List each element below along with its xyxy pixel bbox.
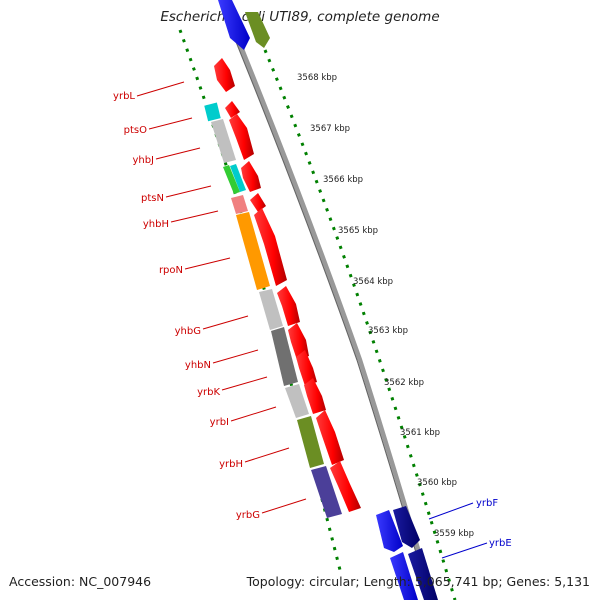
kbp-label: 3562 kbp: [384, 378, 424, 388]
gene-forward-8: [288, 323, 309, 360]
gene-reverse-top-blue: [218, 0, 250, 50]
gene-label: yrbF: [476, 498, 498, 509]
gene-labels-right: yrbF yrbE: [476, 498, 512, 549]
accession-text: Accession: NC_007946: [9, 574, 152, 589]
gene-label: rpoN: [159, 265, 183, 276]
kbp-label: 3560 kbp: [417, 478, 457, 488]
gene-label: ptsN: [141, 193, 164, 204]
gene-reverse-yrbF-blue: [376, 510, 403, 552]
leader-lines-left: [136, 81, 307, 514]
kbp-label: 3561 kbp: [400, 428, 440, 438]
gene-forward-3: [229, 114, 254, 160]
gene-forward-9: [296, 350, 317, 386]
gene-forward-6: [254, 208, 287, 286]
tick-track-left: [178, 29, 342, 571]
gene-reverse-yrbI: [285, 384, 309, 418]
tick-track-right: [263, 49, 457, 600]
gene-forward-10: [304, 378, 326, 414]
kbp-labels: 3568 kbp 3567 kbp 3566 kbp 3565 kbp 3564…: [297, 73, 474, 539]
gene-reverse-yrbF-navy: [393, 506, 420, 548]
gene-reverse-ptsN-green: [223, 165, 240, 194]
genome-summary-text: Topology: circular; Length: 5,065,741 bp…: [246, 574, 590, 589]
gene-reverse-yrbE-blue: [390, 552, 418, 600]
kbp-label: 3559 kbp: [434, 529, 474, 539]
kbp-label: 3564 kbp: [353, 277, 393, 287]
gene-reverse-yrbE-navy: [408, 548, 438, 600]
gene-reverse-yrbG: [311, 466, 342, 518]
gene-reverse-rpoN: [236, 212, 270, 290]
gene-label: yhbH: [143, 219, 169, 230]
gene-label: yrbG: [236, 510, 260, 521]
kbp-label: 3567 kbp: [310, 124, 350, 134]
kbp-label: 3565 kbp: [338, 226, 378, 236]
gene-reverse-top-olive: [245, 12, 270, 48]
gene-forward-11: [316, 410, 344, 465]
gene-forward-1: [214, 58, 235, 92]
gene-label: yrbI: [210, 417, 229, 428]
gene-label: ptsO: [124, 125, 147, 136]
gene-label: yhbJ: [132, 155, 154, 166]
gene-reverse-yhbJ: [211, 119, 236, 163]
leader-lines-right: [428, 502, 488, 559]
gene-label: yrbH: [219, 459, 243, 470]
gene-forward-12: [330, 461, 361, 512]
gene-label: yrbL: [113, 91, 135, 102]
gene-reverse-yhbG: [259, 289, 283, 330]
gene-label: yrbK: [197, 387, 220, 398]
kbp-label: 3568 kbp: [297, 73, 337, 83]
gene-reverse-yrbH: [297, 416, 324, 468]
gene-reverse-ptsN-cyan: [230, 164, 246, 192]
gene-labels-left: yrbL ptsO yhbJ ptsN yhbH rpoN yhbG yhbN …: [113, 91, 260, 521]
gene-label: yhbG: [175, 326, 201, 337]
gene-reverse-ptsO: [204, 102, 221, 122]
gene-label: yrbE: [489, 538, 512, 549]
gene-forward-4: [241, 161, 261, 192]
gene-forward-7: [277, 286, 300, 326]
kbp-label: 3563 kbp: [368, 326, 408, 336]
gene-reverse-yhbH: [231, 195, 248, 214]
gene-forward-5: [250, 193, 266, 212]
gene-reverse-yhbN: [271, 327, 298, 386]
gene-forward-2: [225, 101, 240, 118]
kbp-label: 3566 kbp: [323, 175, 363, 185]
gene-label: yhbN: [185, 360, 211, 371]
